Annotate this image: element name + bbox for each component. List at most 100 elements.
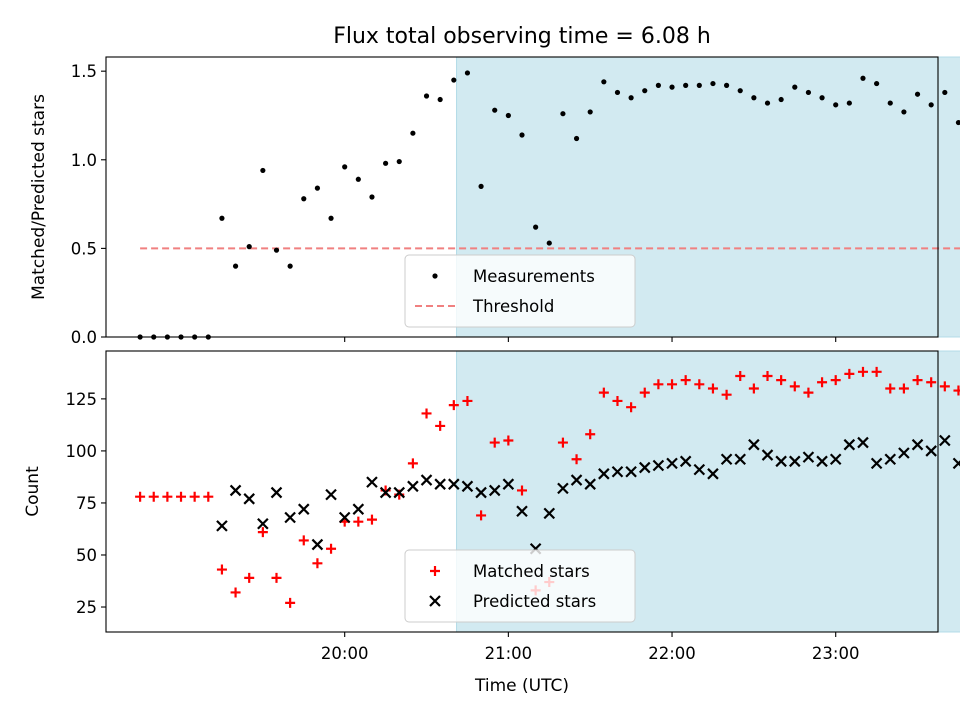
measurement-point [396,158,402,165]
measurement-point [451,77,457,83]
chart-title: Flux total observing time = 6.08 h [333,24,711,49]
measurement-point [492,107,498,113]
measurement-point [519,132,525,138]
predicted-point [352,503,365,515]
predicted-point [898,447,910,459]
ratio-axes-frame [105,56,939,338]
measurement-point [614,89,621,96]
legend-box [404,549,636,623]
matched-point [271,572,282,583]
measurement-point [232,263,239,269]
predicted-point [816,455,828,468]
measurement-point [246,244,252,250]
measurement-point [778,96,784,103]
matched-point [421,408,432,419]
predicted-point [516,505,528,518]
measurement-point [901,109,907,115]
measurement-point [328,215,334,221]
predicted-point [243,493,255,505]
predicted-point [666,457,678,470]
measurement-point [573,135,580,142]
ratio-x-axis-ticks [344,337,837,342]
measurement-point [464,70,471,76]
matched-point [216,564,227,575]
ratio-y-axis: 0.0 0.5 1.0 1.5 [71,62,106,347]
y-tick-label: 125 [66,390,98,409]
count-y-axis-label: Count [23,466,43,517]
predicted-point [802,451,815,463]
matched-point [435,420,446,431]
matched-point [776,375,787,386]
matched-point [803,387,814,398]
measurement-point [860,75,866,81]
predicted-point [857,436,869,449]
predicted-point [734,453,747,466]
predicted-point [393,486,406,499]
matched-point [176,491,187,502]
measurement-point [628,95,634,101]
matched-point [298,535,309,546]
measurement-point [437,96,443,103]
x-axis-label: Time (UTC) [474,676,569,696]
predicted-point [761,449,774,461]
measurement-point [914,91,921,97]
matched-point [626,402,637,413]
y-tick-label: 1.5 [71,62,97,81]
measurement-point [587,109,593,115]
predicted-point [584,478,596,490]
matched-point [366,514,377,525]
matched-point [667,379,678,390]
measurement-point [764,100,771,106]
x-tick-label: 21:00 [485,644,533,663]
predicted-point [652,459,665,472]
measurement-point [314,185,321,191]
legend-marker-measurements [432,273,438,279]
matched-point [476,510,487,521]
predicted-point [284,511,296,524]
count-legend: Matched stars Predicted stars [404,549,636,623]
measurement-point [710,80,716,87]
legend-marker-predicted [429,595,441,607]
predicted-point [939,434,951,447]
predicted-point [297,503,310,515]
predicted-point [925,445,937,457]
matched-point [694,379,705,390]
predicted-point [748,438,760,451]
matched-point [162,491,173,502]
matched-point [203,491,214,502]
matched-point [244,572,255,583]
measurement-point [410,130,416,136]
predicted-point [829,453,842,466]
x-tick-label: 20:00 [321,644,369,663]
matched-point [939,381,950,392]
measurement-point [792,84,798,90]
predicted-point [843,438,856,451]
y-tick-label: 0.0 [71,328,97,347]
predicted-point [216,520,228,532]
predicted-point [407,480,419,493]
matched-point [680,375,691,386]
measurement-point [219,215,225,221]
measurement-point [846,100,852,106]
measurement-point [560,111,566,117]
measurement-point [383,160,389,166]
predicted-point [379,486,392,499]
ratio-legend: Measurements Threshold [404,254,636,328]
matched-point [748,383,759,394]
matched-point [817,377,828,388]
measurement-point [723,82,730,88]
predicted-point [257,517,269,530]
measurement-point [287,263,293,269]
y-tick-label: 75 [76,494,97,513]
matched-point [135,491,146,502]
predicted-point [461,480,474,493]
measurement-point [696,82,702,88]
matched-point [257,527,268,538]
x-tick-label: 22:00 [648,644,696,663]
predicted-point [366,476,378,488]
matched-point [326,543,337,554]
measurement-point [273,247,280,253]
matched-point [762,370,773,381]
predicted-point [720,453,733,466]
